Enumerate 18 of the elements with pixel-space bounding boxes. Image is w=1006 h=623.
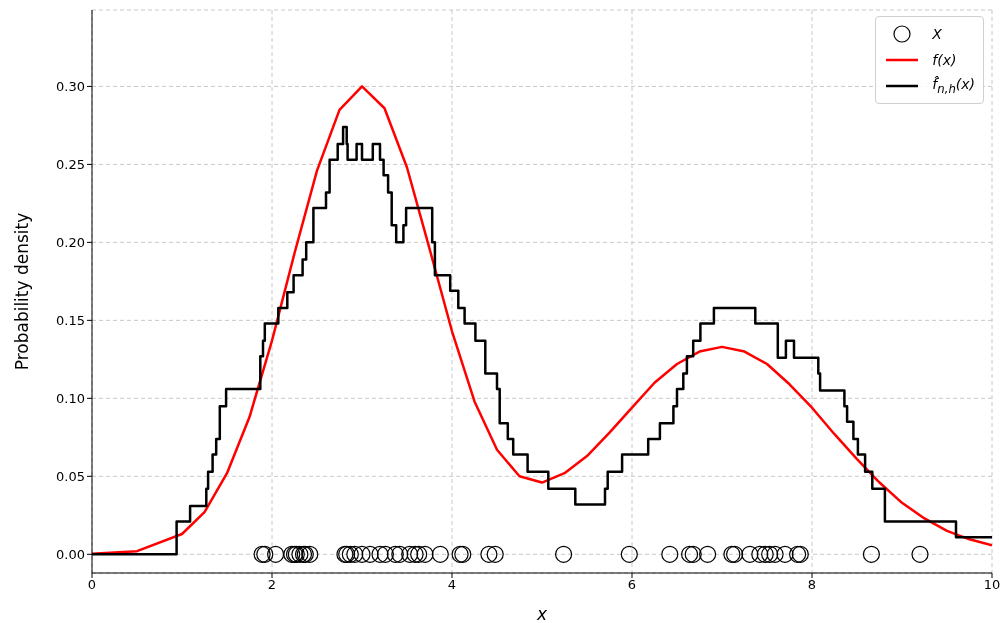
y-axis-title: Probability density xyxy=(12,212,32,371)
y-tick-label: 0.20 xyxy=(56,234,85,250)
y-tick-label: 0.30 xyxy=(56,79,85,95)
x-tick-label: 6 xyxy=(627,577,637,593)
legend-label: X xyxy=(932,26,942,42)
legend-label: f̂$_{n,h}$(x) xyxy=(932,76,975,96)
y-tick-label: 0.15 xyxy=(56,312,85,328)
x-tick-label: 0 xyxy=(87,577,97,593)
legend-label: f(x) xyxy=(932,52,957,68)
x-tick-label: 10 xyxy=(983,577,1001,593)
y-tick-label: 0.25 xyxy=(56,157,85,173)
y-tick-label: 0.10 xyxy=(56,390,85,406)
x-tick-label: 4 xyxy=(447,577,457,593)
x-axis-title: x xyxy=(535,604,548,623)
y-tick-label: 0.05 xyxy=(56,468,85,484)
x-tick-label: 8 xyxy=(807,577,817,593)
x-tick-label: 2 xyxy=(267,577,277,593)
y-tick-label: 0.00 xyxy=(56,546,85,562)
